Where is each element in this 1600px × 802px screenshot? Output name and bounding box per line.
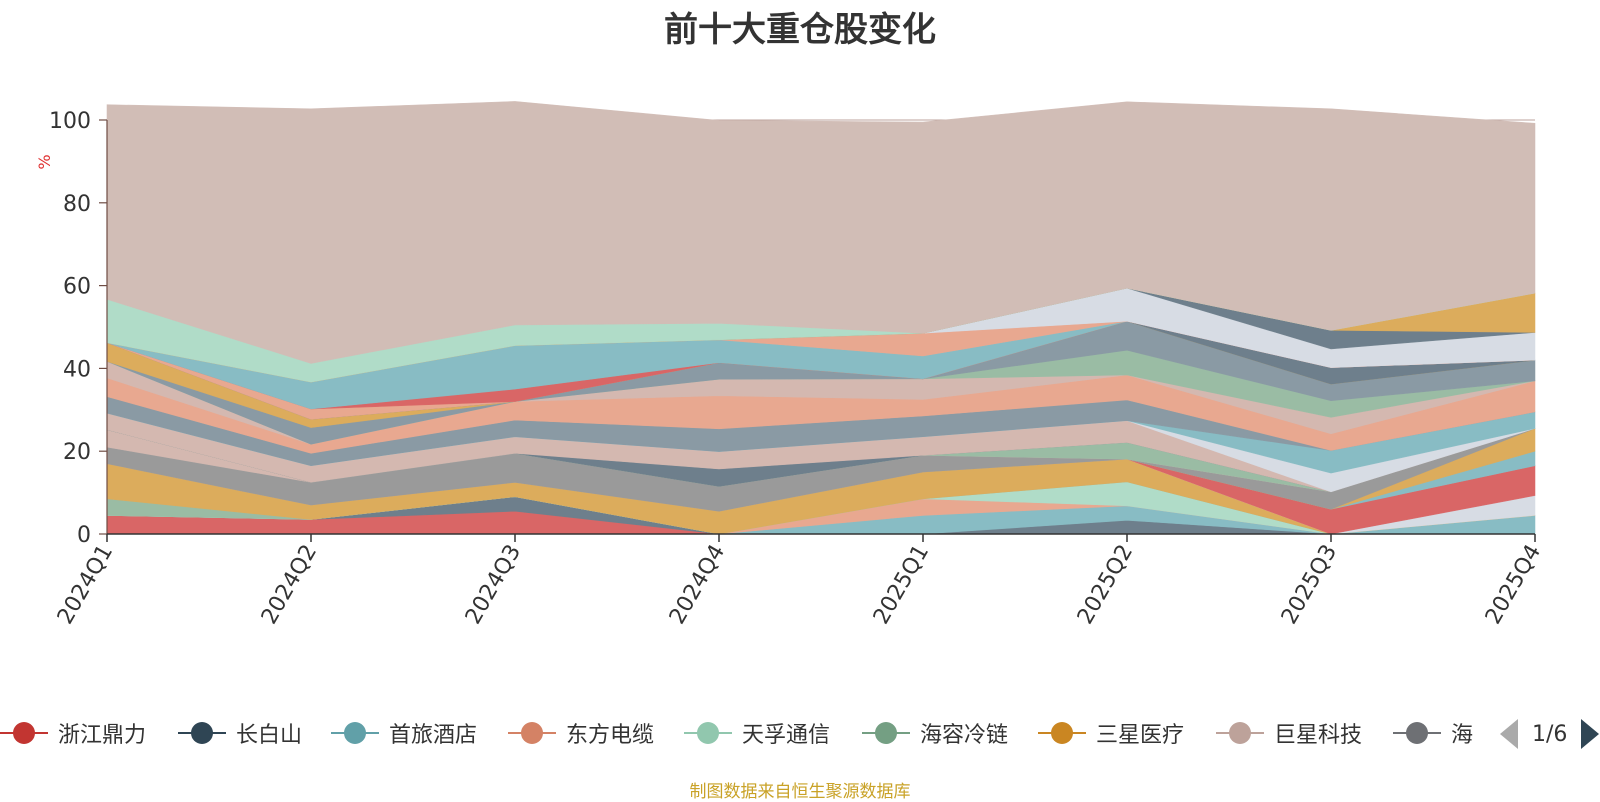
legend-label: 巨星科技 bbox=[1274, 723, 1363, 748]
legend-label: 海 bbox=[1451, 723, 1474, 748]
legend-item-海容冷链[interactable]: 海容冷链 bbox=[862, 708, 1008, 758]
legend-marker-icon bbox=[684, 721, 732, 745]
x-tick-label: 2024Q2 bbox=[257, 541, 322, 629]
legend-label: 天孚通信 bbox=[742, 723, 831, 748]
legend-marker-icon bbox=[862, 721, 910, 745]
legend-marker-icon bbox=[0, 721, 48, 745]
legend-item-东方电缆[interactable]: 东方电缆 bbox=[508, 708, 654, 758]
y-tick-label: 60 bbox=[63, 275, 91, 300]
legend-label: 浙江鼎力 bbox=[58, 723, 147, 748]
legend-label: 海容冷链 bbox=[920, 723, 1009, 748]
x-tick-label: 2025Q4 bbox=[1481, 541, 1546, 629]
series-areas bbox=[106, 101, 1536, 535]
legend-marker-icon bbox=[508, 721, 556, 745]
legend: 浙江鼎力 长白山 首旅酒店 东方电缆 天孚通信 海容冷链 三星医疗 巨星科技 海 bbox=[0, 708, 1480, 758]
area-chart: 0 20 40 60 80 100 2024Q1 2024Q2 2024Q3 2024Q4 2025… bbox=[35, 101, 1546, 629]
x-tick-label: 2025Q2 bbox=[1073, 541, 1138, 629]
legend-marker-icon bbox=[1216, 721, 1264, 745]
legend-marker-icon bbox=[1038, 721, 1086, 745]
legend-label: 首旅酒店 bbox=[389, 723, 478, 748]
area-其他 bbox=[106, 101, 1536, 364]
x-tick-label: 2025Q1 bbox=[869, 541, 934, 629]
x-tick-label: 2025Q3 bbox=[1277, 541, 1342, 629]
legend-label: 三星医疗 bbox=[1096, 723, 1185, 748]
legend-item-首旅酒店[interactable]: 首旅酒店 bbox=[331, 708, 477, 758]
y-tick-label: 80 bbox=[63, 192, 91, 217]
chart-title: 前十大重仓股变化 bbox=[664, 10, 936, 50]
legend-item-海[interactable]: 海 bbox=[1393, 708, 1473, 758]
legend-next-icon[interactable] bbox=[1581, 719, 1600, 749]
x-tick-label: 2024Q4 bbox=[665, 541, 730, 629]
data-source-note: 制图数据来自恒生聚源数据库 bbox=[689, 782, 911, 802]
legend-item-巨星科技[interactable]: 巨星科技 bbox=[1216, 708, 1362, 758]
y-tick-label: 0 bbox=[77, 523, 91, 548]
y-tick-label: 100 bbox=[49, 109, 91, 134]
y-tick-label: 40 bbox=[63, 357, 91, 382]
legend-item-天孚通信[interactable]: 天孚通信 bbox=[684, 708, 830, 758]
legend-item-浙江鼎力[interactable]: 浙江鼎力 bbox=[0, 708, 146, 758]
y-tick-label: 20 bbox=[63, 440, 91, 465]
x-tick-label: 2024Q3 bbox=[461, 541, 526, 629]
y-axis-unit-label: % bbox=[35, 154, 54, 169]
legend-marker-icon bbox=[178, 721, 226, 745]
x-tick-label: 2024Q1 bbox=[53, 541, 118, 629]
legend-marker-icon bbox=[331, 721, 379, 745]
legend-item-长白山[interactable]: 长白山 bbox=[178, 708, 302, 758]
legend-pager: 1/6 bbox=[1500, 716, 1600, 752]
legend-label: 东方电缆 bbox=[566, 723, 655, 748]
legend-label: 长白山 bbox=[236, 723, 303, 748]
legend-marker-icon bbox=[1393, 721, 1441, 745]
legend-prev-icon[interactable] bbox=[1500, 719, 1518, 749]
legend-item-三星医疗[interactable]: 三星医疗 bbox=[1038, 708, 1184, 758]
legend-page-indicator: 1/6 bbox=[1532, 721, 1568, 747]
